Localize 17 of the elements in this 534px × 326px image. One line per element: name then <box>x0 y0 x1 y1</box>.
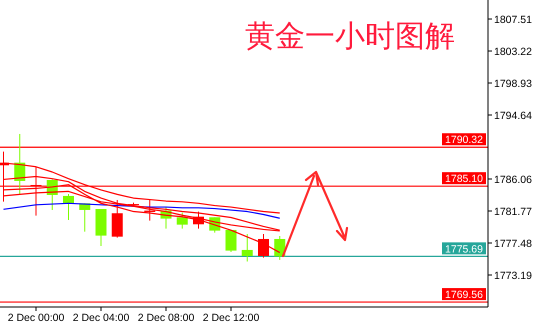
ref-line-label: 1790.32 <box>445 134 484 146</box>
y-tick-label: 1781.77 <box>494 206 532 218</box>
ref-line-label: 1775.69 <box>445 243 484 256</box>
text: 黄金一小时图解 <box>245 20 455 53</box>
y-tick-label: 1777.48 <box>494 238 532 250</box>
x-tick-label: 2 Dec 12:00 <box>202 312 260 324</box>
x-tick-label: 2 Dec 00:00 <box>8 312 64 324</box>
y-tick-label: 1803.22 <box>494 46 532 58</box>
y-tick-label: 1794.64 <box>494 110 532 122</box>
y-tick-label: 1807.51 <box>494 14 532 26</box>
ref-line-label: 1785.10 <box>445 173 484 186</box>
x-tick-label: 2 Dec 04:00 <box>72 312 130 324</box>
ref-line-label: 1769.56 <box>445 289 484 302</box>
x-tick-label: 2 Dec 08:00 <box>138 312 194 324</box>
y-tick-label: 1786.06 <box>494 174 532 186</box>
y-tick-label: 1798.93 <box>494 78 532 90</box>
y-tick-label: 1773.19 <box>494 270 532 282</box>
